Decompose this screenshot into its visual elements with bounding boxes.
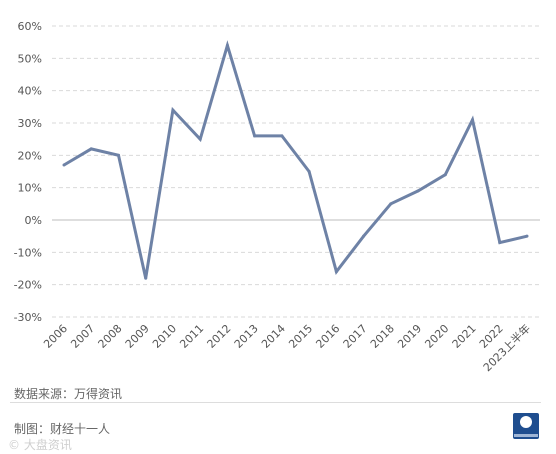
y-tick-label: 0% (25, 214, 42, 227)
x-tick-label: 2018 (368, 322, 397, 351)
y-tick-label: 10% (18, 182, 42, 195)
x-tick-label: 2011 (177, 322, 206, 351)
data-point (225, 43, 229, 47)
grid-lines (52, 25, 540, 318)
data-point (471, 118, 475, 122)
logo-text-bar (514, 434, 538, 437)
data-point (525, 234, 529, 238)
x-tick-label: 2012 (205, 322, 234, 351)
x-tick-label: 2015 (286, 322, 315, 351)
x-tick-label: 2016 (313, 322, 342, 351)
data-point (62, 163, 66, 167)
y-tick-label: -10% (14, 246, 42, 259)
data-point (334, 270, 338, 274)
data-point (198, 137, 202, 141)
data-point (416, 189, 420, 193)
y-tick-label: 60% (18, 20, 42, 33)
x-tick-label: 2021 (450, 322, 479, 351)
data-point (171, 108, 175, 112)
y-tick-label: 30% (18, 117, 42, 130)
brand-logo-icon (513, 413, 539, 439)
data-point (362, 234, 366, 238)
x-tick-label: 2017 (341, 322, 370, 351)
series-line (63, 40, 528, 279)
data-point (498, 241, 502, 245)
data-point (443, 173, 447, 177)
x-tick-label: 2014 (259, 322, 288, 351)
chart-maker-credit: 制图：财经十一人 (14, 422, 111, 436)
x-tick-label: 2020 (422, 322, 451, 351)
series-group (62, 40, 529, 280)
y-tick-label: 40% (18, 85, 42, 98)
y-tick-label: 20% (18, 149, 42, 162)
x-tick-label: 2013 (232, 322, 261, 351)
x-tick-label: 2010 (150, 322, 179, 351)
footer-divider (10, 402, 541, 403)
x-tick-label: 2019 (395, 322, 424, 351)
logo-mark (520, 416, 532, 428)
x-axis-ticks: 2006200720082009201020112012201320142015… (41, 321, 533, 374)
y-tick-label: 50% (18, 52, 42, 65)
data-point (307, 170, 311, 173)
x-tick-label: 2008 (96, 322, 125, 351)
y-tick-label: -20% (14, 279, 42, 292)
data-point (280, 134, 284, 138)
data-point (253, 134, 257, 138)
y-axis-ticks: -30% -20% -10% 0% 10% 20% 30% 40% 50% 60% (14, 20, 42, 324)
x-tick-label: 2007 (68, 322, 97, 351)
y-tick-label: -30% (14, 311, 42, 324)
data-point (89, 147, 93, 151)
data-point (144, 276, 148, 280)
data-point (116, 153, 120, 157)
x-tick-label: 2006 (41, 322, 70, 351)
x-tick-label: 2009 (123, 322, 152, 351)
data-point (389, 202, 393, 206)
data-source-note: 数据来源：万得资讯 (14, 387, 123, 401)
watermark: © 大盘资讯 (8, 438, 72, 452)
line-chart: -30%-20%-10%0%10%20%30%40%50%60% 2006200… (14, 20, 540, 374)
